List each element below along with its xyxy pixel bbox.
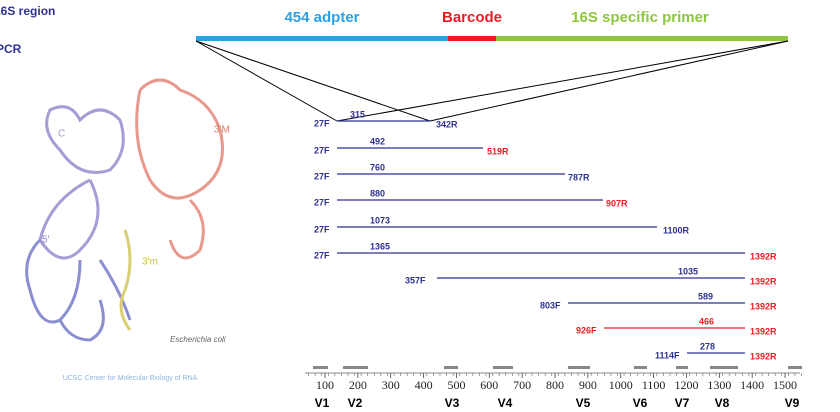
amplicon-length: 1035 <box>678 266 698 276</box>
structure-label: 5' <box>42 235 50 246</box>
tick-label: 1100 <box>642 378 666 392</box>
rna-structure <box>27 80 223 340</box>
reverse-primer: 1392R <box>750 276 777 286</box>
reverse-primer: 1392R <box>750 351 777 361</box>
tick-label: 100 <box>316 378 334 392</box>
forward-primer: 27F <box>314 197 330 207</box>
amplicon-length: 760 <box>370 162 385 172</box>
reverse-primer: 787R <box>568 172 590 182</box>
amplicon-length: 278 <box>700 341 715 351</box>
title: 16S region <box>0 4 55 18</box>
amplicon-length: 315 <box>350 109 365 119</box>
region-label: V3 <box>445 396 460 410</box>
amplicon-length: 1073 <box>370 215 390 225</box>
barcode-label: Barcode <box>442 9 502 26</box>
region-label: V6 <box>633 396 648 410</box>
primer-bar <box>496 36 788 41</box>
tick-label: 400 <box>415 378 433 392</box>
barcode-bar <box>448 36 496 41</box>
region-segment <box>634 366 647 369</box>
reverse-primer: 1392R <box>750 251 777 261</box>
tick-label: 200 <box>349 378 367 392</box>
reverse-primer: 1100R <box>663 225 690 235</box>
tick-label: 1200 <box>674 378 698 392</box>
region-label: V1 <box>315 396 330 410</box>
region-label: V9 <box>785 396 800 410</box>
tick-label: 500 <box>447 378 465 392</box>
region-label: V5 <box>576 396 591 410</box>
zoom-lines <box>196 41 788 121</box>
reverse-primer: 342R <box>436 119 458 129</box>
tick-label: 600 <box>480 378 498 392</box>
tick-label: 1300 <box>707 378 731 392</box>
structure-label: 3'M <box>214 125 230 136</box>
reverse-primer: 519R <box>487 146 509 156</box>
amplicon-length: 466 <box>699 316 714 326</box>
amplicon-length: 880 <box>370 188 385 198</box>
forward-primer: 803F <box>540 300 561 310</box>
structure-label: C <box>58 129 65 140</box>
amplicon-length: 492 <box>370 136 385 146</box>
reverse-primer: 1392R <box>750 301 777 311</box>
tick-label: 700 <box>513 378 531 392</box>
amplicon-length: 589 <box>698 291 713 301</box>
primer-label: 16S specific primer <box>571 9 709 26</box>
region-label: V2 <box>348 396 363 410</box>
region-segment <box>444 366 458 369</box>
tick-label: 300 <box>382 378 400 392</box>
forward-primer: 357F <box>405 275 426 285</box>
forward-primer: 27F <box>314 145 330 155</box>
tick-label: 1400 <box>740 378 764 392</box>
forward-primer: 27F <box>314 171 330 181</box>
forward-primer: 27F <box>314 250 330 260</box>
region-label: V4 <box>498 396 513 410</box>
amplicon-length: 1365 <box>370 241 390 251</box>
tick-label: 900 <box>579 378 597 392</box>
diagram: 16S region PCR 454 adpter Barcode 16S sp… <box>0 0 840 412</box>
adapter-label: 454 adpter <box>284 9 359 26</box>
region-label: V8 <box>715 396 730 410</box>
region-segment <box>568 366 590 369</box>
forward-primer: 1114F <box>655 350 680 360</box>
species: Escherichia coli <box>170 335 226 344</box>
region-segment <box>676 366 688 369</box>
region-segment <box>313 366 328 369</box>
forward-primer: 27F <box>314 118 330 128</box>
credit: UCSC Center for Molecular Biology of RNA <box>63 375 198 382</box>
reverse-primer: 907R <box>606 198 628 208</box>
adapter-bar <box>196 36 448 41</box>
subtitle: PCR <box>0 42 22 56</box>
region-segment <box>788 366 802 369</box>
tick-label: 1500 <box>773 378 797 392</box>
region-label: V7 <box>675 396 690 410</box>
tick-label: 800 <box>546 378 564 392</box>
region-segment <box>493 366 513 369</box>
reverse-primer: 1392R <box>750 326 777 336</box>
forward-primer: 926F <box>576 325 597 335</box>
region-segment <box>710 366 738 369</box>
region-segment <box>343 366 368 369</box>
forward-primer: 27F <box>314 224 330 234</box>
tick-label: 1000 <box>609 378 633 392</box>
structure-label: 3'm <box>142 257 158 268</box>
